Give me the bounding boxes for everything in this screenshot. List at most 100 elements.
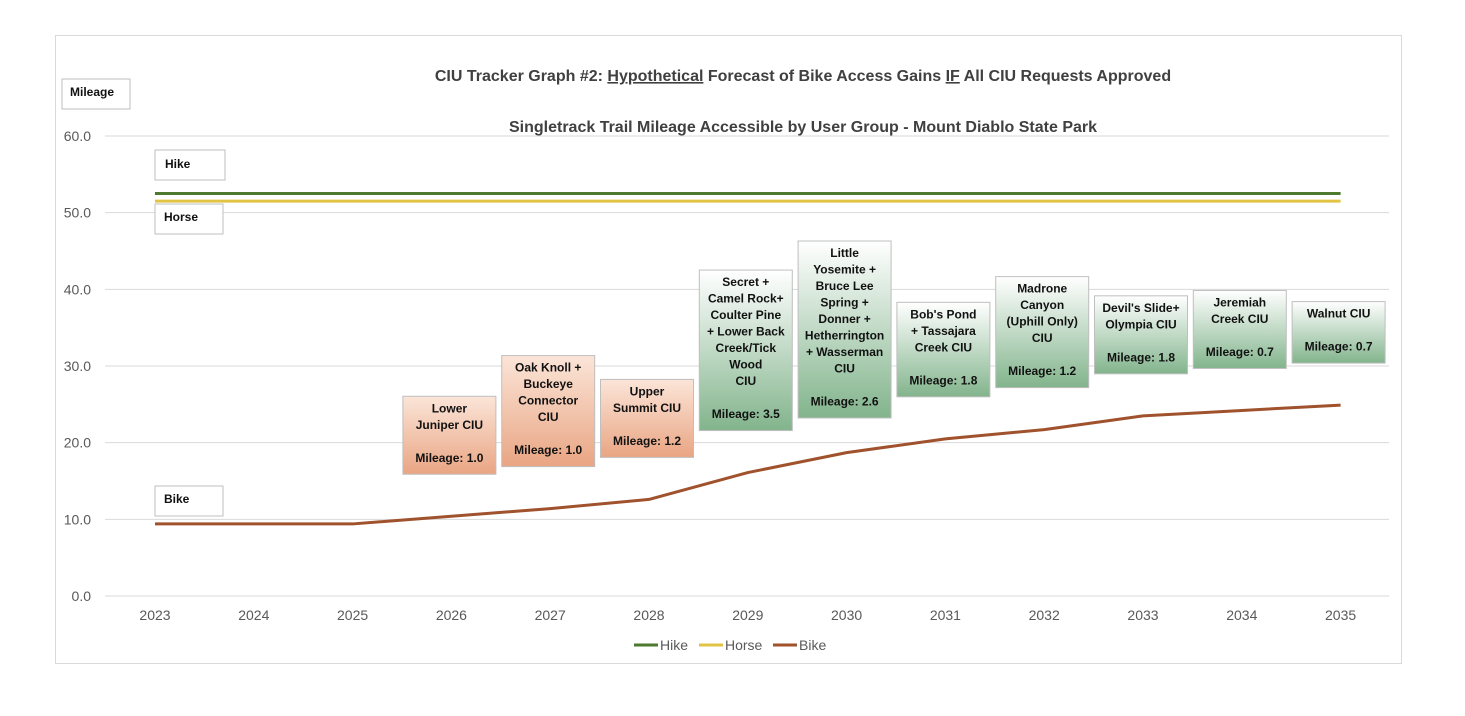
ciu-box-2033: Devil's Slide+ Olympia CIU Mileage: 1.8: [1094, 295, 1188, 375]
ciu-box-line: CIU: [1032, 331, 1053, 345]
legend-hike-label: Hike: [660, 637, 688, 653]
y-tick-label: 0.0: [72, 588, 92, 604]
y-tick-label: 20.0: [64, 435, 91, 451]
title-middle: Forecast of Bike Access Gains: [703, 68, 945, 85]
ciu-box-line: Little: [830, 246, 859, 260]
ciu-box-line: Summit CIU: [613, 401, 681, 415]
ciu-box-line: Mileage: 0.7: [1206, 345, 1274, 359]
ciu-box-bg: [797, 240, 892, 419]
horse-series-label: Horse: [164, 210, 198, 224]
ciu-box-line: CIU: [834, 362, 855, 376]
y-tick-label: 30.0: [64, 358, 91, 374]
ciu-box-bg: [995, 276, 1090, 389]
chart-title: CIU Tracker Graph #2: Hypothetical Forec…: [435, 68, 1171, 85]
ciu-box-line: Creek/Tick: [716, 341, 777, 355]
x-tick-label: 2035: [1325, 607, 1356, 623]
ciu-box-line: CIU: [735, 374, 756, 388]
ciu-box-line: Camel Rock+: [708, 292, 784, 306]
ciu-box-line: Madrone: [1017, 282, 1067, 296]
ciu-box-line: Bob's Pond: [910, 307, 976, 321]
ciu-box-line: Olympia CIU: [1105, 317, 1176, 331]
ciu-box-2030: Little Yosemite + Bruce Lee Spring + Donner …: [797, 240, 892, 419]
ciu-box-line: Devil's Slide+: [1102, 301, 1179, 315]
y-tick-label: 50.0: [64, 205, 91, 221]
ciu-box-2028: Upper Summit CIU Mileage: 1.2: [600, 378, 694, 458]
ciu-box-line: Walnut CIU: [1307, 307, 1371, 321]
ylabel-box: [61, 78, 131, 110]
x-tick-label: 2029: [732, 607, 763, 623]
ciu-box-line: Bruce Lee: [816, 279, 874, 293]
ciu-box-bg: [698, 269, 793, 432]
bike-series-label: Bike: [164, 492, 190, 506]
ciu-box-line: Lower: [432, 401, 468, 415]
hike-series-label: Hike: [165, 157, 191, 171]
ciu-box-line: Mileage: 1.2: [613, 434, 681, 448]
y-tick-label: 60.0: [64, 128, 91, 144]
ciu-box-line: + Wasserman: [806, 345, 883, 359]
ciu-box-line: Mileage: 1.0: [514, 443, 582, 457]
ciu-box-line: + Lower Back: [707, 325, 785, 339]
x-tick-labels: 2023 2024 2025 2026 2027 2028 2029 2030 2031 2032…: [139, 607, 1356, 623]
ciu-box-line: Mileage: 1.0: [415, 451, 483, 465]
y-axis-label: Mileage: [70, 85, 114, 99]
title-underlined-2: IF: [946, 68, 960, 85]
y-tick-labels: 0.0 10.0 20.0 30.0 40.0 50.0 60.0: [64, 128, 91, 604]
x-tick-label: 2025: [337, 607, 368, 623]
x-tick-label: 2034: [1226, 607, 1257, 623]
ciu-box-line: Connector: [518, 394, 578, 408]
y-tick-label: 10.0: [64, 511, 91, 527]
ciu-box-line: Mileage: 2.6: [811, 395, 879, 409]
x-tick-label: 2028: [633, 607, 664, 623]
ciu-box-line: Mileage: 1.8: [909, 373, 977, 387]
ciu-box-line: Mileage: 1.2: [1008, 364, 1076, 378]
ciu-box-bg: [896, 301, 991, 398]
x-tick-label: 2024: [238, 607, 269, 623]
ciu-box-2027: Oak Knoll + Buckeye Connector CIU Mileage: 1…: [501, 355, 596, 468]
bike-label-box: [154, 485, 224, 517]
x-tick-label: 2031: [930, 607, 961, 623]
ciu-box-line: Creek CIU: [1211, 312, 1268, 326]
ciu-box-2034: Jeremiah Creek CIU Mileage: 0.7: [1192, 289, 1287, 369]
ciu-box-line: Spring +: [820, 296, 868, 310]
ciu-box-line: + Tassajara: [911, 324, 976, 338]
legend: Hike Horse Bike: [634, 637, 826, 653]
ciu-box-2026: Lower Juniper CIU Mileage: 1.0: [402, 395, 497, 475]
ciu-box-bg: [501, 355, 596, 468]
ciu-box-line: (Uphill Only): [1007, 315, 1078, 329]
ciu-box-line: Oak Knoll +: [515, 361, 581, 375]
x-tick-label: 2032: [1029, 607, 1060, 623]
series-lines: [155, 192, 1341, 526]
ciu-box-line: Mileage: 0.7: [1305, 340, 1373, 354]
ciu-box-line: Yosemite +: [813, 263, 876, 277]
x-tick-label: 2027: [535, 607, 566, 623]
ciu-box-bg: [1291, 301, 1386, 364]
y-tick-label: 40.0: [64, 281, 91, 297]
title-suffix: All CIU Requests Approved: [960, 68, 1171, 85]
ciu-box-line: Wood: [729, 358, 762, 372]
ciu-box-bg: [1192, 289, 1287, 369]
ciu-box-line: Coulter Pine: [710, 308, 781, 322]
legend-horse-label: Horse: [725, 637, 763, 653]
ciu-box-line: Secret +: [722, 275, 769, 289]
x-tick-label: 2023: [139, 607, 170, 623]
ciu-box-line: Creek CIU: [915, 340, 972, 354]
ciu-box-line: Canyon: [1020, 298, 1064, 312]
legend-bike-label: Bike: [799, 637, 826, 653]
title-prefix: CIU Tracker Graph #2:: [435, 68, 608, 85]
ciu-box-line: Buckeye: [524, 377, 574, 391]
ciu-box-bg: [1094, 295, 1188, 375]
ciu-box-bg: [402, 395, 497, 475]
ciu-box-bg: [600, 378, 694, 458]
hike-label-box: [154, 149, 226, 181]
x-tick-label: 2026: [436, 607, 467, 623]
horse-label-box: [154, 203, 224, 235]
title-underlined-1: Hypothetical: [607, 68, 703, 85]
ciu-box-2035: Walnut CIU Mileage: 0.7: [1291, 301, 1386, 364]
ciu-box-line: Mileage: 1.8: [1107, 350, 1175, 364]
ciu-box-2032: Madrone Canyon (Uphill Only) CIU Mileage: 1.…: [995, 276, 1090, 389]
ciu-box-2029: Secret + Camel Rock+ Coulter Pine + Lower B…: [698, 269, 793, 432]
ciu-box-2031: Bob's Pond + Tassajara Creek CIU Mileage: 1…: [896, 301, 991, 398]
chart-subtitle: Singletrack Trail Mileage Accessible by …: [509, 119, 1097, 136]
series-line-bike: [155, 403, 1341, 526]
